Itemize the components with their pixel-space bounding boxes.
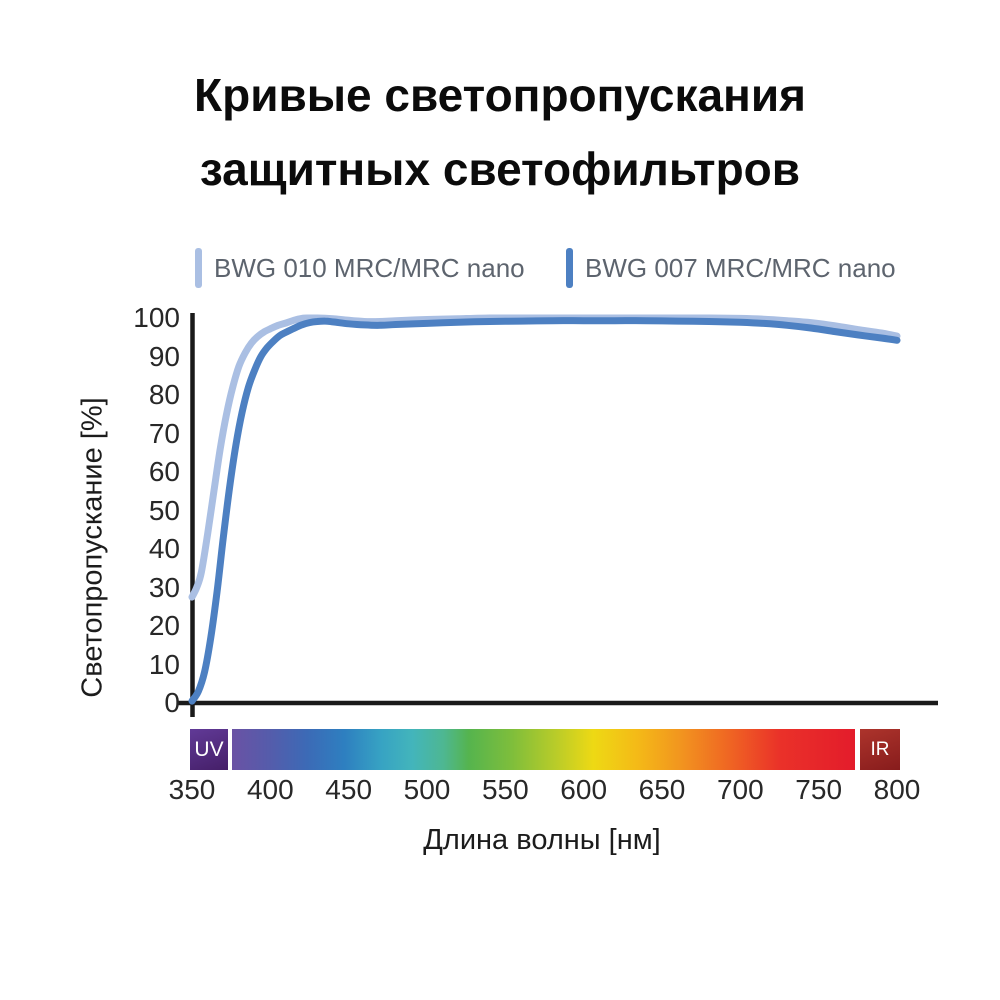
x-tick-label: 700 — [716, 774, 764, 805]
y-tick-label: 50 — [148, 494, 180, 526]
x-tick-label: 500 — [403, 774, 451, 805]
y-tick-label: 60 — [148, 456, 180, 487]
page-title: Кривые светопропускания защитных светофи… — [0, 58, 1000, 206]
legend-item-bwg007: BWG 007 MRC/MRC nano — [566, 247, 896, 289]
legend-item-bwg010: BWG 010 MRC/MRC nano — [195, 247, 525, 289]
x-tick-label: 650 — [638, 774, 686, 805]
legend-label-bwg007: BWG 007 MRC/MRC nano — [585, 252, 896, 283]
curve-bwg007 — [188, 317, 901, 705]
y-tick-label: 30 — [148, 571, 180, 603]
y-tick-label: 90 — [148, 340, 180, 372]
y-tick-label: 20 — [148, 610, 180, 641]
x-tick-label: 550 — [481, 774, 529, 805]
y-tick-label: 100 — [133, 302, 180, 333]
curve-bwg010 — [188, 314, 901, 601]
legend-label-bwg010: BWG 010 MRC/MRC nano — [214, 252, 525, 283]
spectrum-gradient-bar — [232, 729, 855, 770]
title-line-1: Кривые светопропускания — [194, 69, 806, 121]
y-tick-label: 70 — [148, 417, 180, 449]
x-tick-label: 400 — [246, 774, 294, 805]
x-tick-label: 350 — [168, 774, 216, 805]
y-tick-label: 0 — [164, 687, 180, 718]
x-tick-label: 450 — [325, 774, 373, 805]
uv-label: UV — [194, 737, 224, 761]
legend-swatch-bwg007 — [566, 248, 573, 288]
x-tick-label: 600 — [560, 774, 608, 805]
legend-swatch-bwg010 — [195, 248, 202, 288]
x-axis-title: Длина волны [нм] — [423, 824, 661, 856]
title-line-2: защитных светофильтров — [199, 143, 801, 195]
uv-block: UV — [190, 729, 228, 770]
y-tick-label: 40 — [148, 533, 180, 564]
ir-label: IR — [870, 738, 890, 760]
x-tick-label: 800 — [873, 774, 921, 805]
y-tick-label: 80 — [148, 379, 180, 410]
x-tick-label: 750 — [795, 774, 843, 805]
ir-block: IR — [860, 729, 900, 770]
y-tick-label: 10 — [148, 648, 180, 680]
